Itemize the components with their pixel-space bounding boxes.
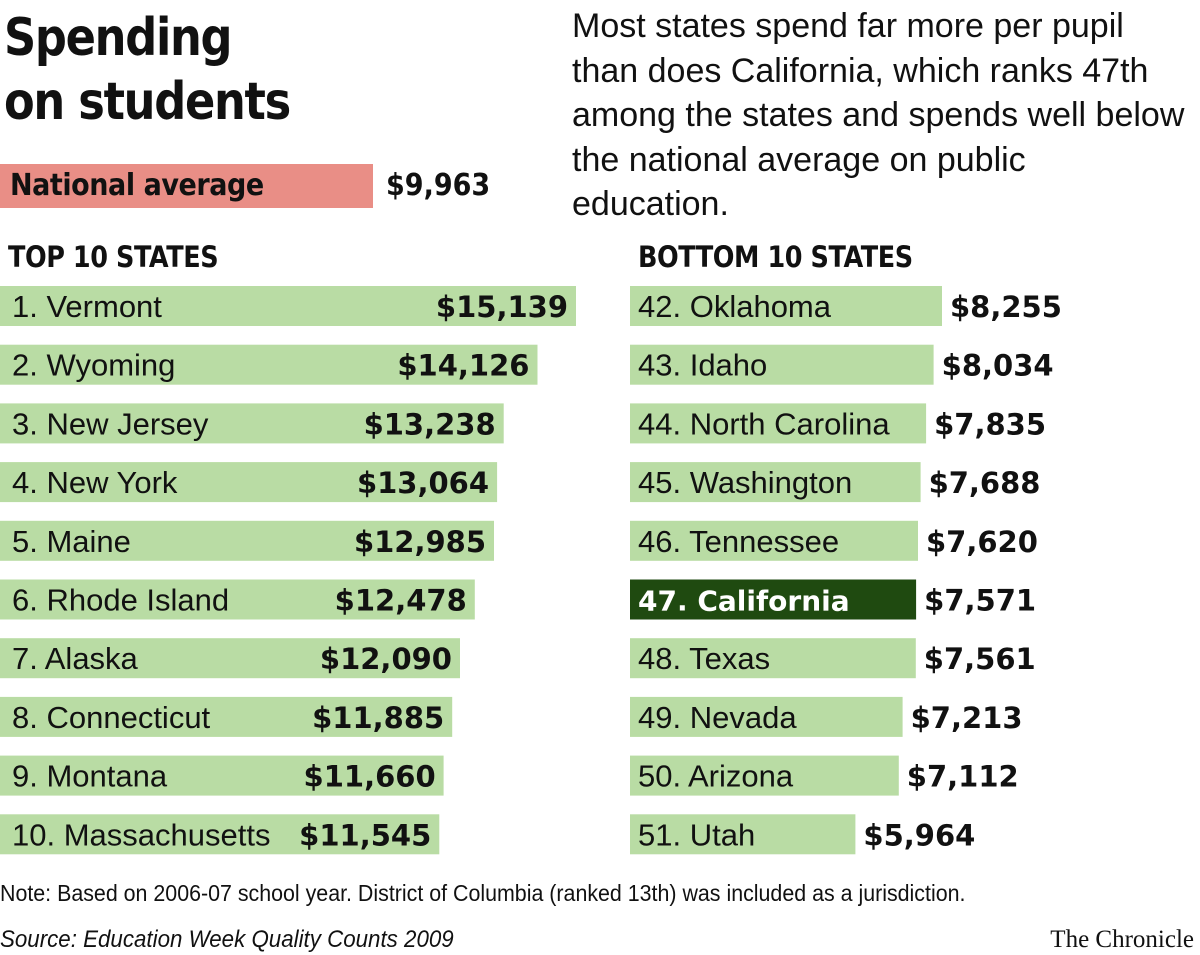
bar-value-label: $11,660: [304, 760, 436, 794]
bar-value-label: $7,688: [929, 466, 1041, 500]
bar-value-label: $12,478: [335, 584, 467, 618]
bar: [0, 520, 494, 561]
bar-value-label: $7,213: [911, 701, 1023, 735]
bottom-row-9: 50. Arizona $7,112: [630, 755, 1019, 796]
chart-title-line-2: on students: [4, 72, 291, 132]
bar-label: 4. New York: [12, 465, 178, 500]
top-states-heading: TOP 10 STATES: [8, 240, 219, 274]
bar-value-label: $15,139: [436, 290, 568, 324]
chart-title-line-1: Spending: [4, 8, 233, 68]
bar-label: 9. Montana: [12, 759, 168, 794]
highlighted-bar: [630, 579, 917, 620]
credit-line: The Chronicle: [1050, 926, 1194, 953]
top-row-2: 2. Wyoming $14,126: [0, 344, 538, 385]
bar: [630, 286, 942, 326]
bar: [0, 344, 538, 385]
bottom-row-7: 48. Texas $7,561: [630, 638, 1036, 679]
top-row-7: 7. Alaska $12,090: [0, 638, 460, 679]
bottom-row-4: 45. Washington $7,688: [630, 462, 1041, 503]
bar-label: 48. Texas: [638, 641, 770, 676]
bar-label: 8. Connecticut: [12, 700, 211, 735]
bar: [0, 403, 504, 444]
top-row-4: 4. New York $13,064: [0, 462, 498, 503]
bar-value-label: $11,885: [312, 701, 444, 735]
bar: [0, 286, 576, 326]
bar-label: 46. Tennessee: [638, 524, 839, 559]
bar-value-label: $12,985: [354, 525, 486, 559]
bar-label: 3. New Jersey: [12, 406, 209, 441]
bar: [630, 638, 916, 679]
national-average-label: National average: [10, 168, 264, 203]
bar-value-label: $7,112: [907, 760, 1019, 794]
bottom-row-3: 44. North Carolina $7,835: [630, 403, 1046, 444]
bar: [0, 579, 475, 620]
top-row-9: 9. Montana $11,660: [0, 755, 444, 796]
bar-label: 6. Rhode Island: [12, 583, 229, 618]
bar-value-label: $13,064: [357, 466, 489, 500]
bottom-row-8: 49. Nevada $7,213: [630, 696, 1023, 737]
bar-value-label: $8,034: [942, 349, 1054, 383]
bottom-row-6: 47. California $7,571: [630, 579, 1036, 620]
top-row-3: 3. New Jersey $13,238: [0, 403, 504, 444]
top-row-8: 8. Connecticut $11,885: [0, 696, 453, 737]
bar: [0, 814, 440, 855]
bar: [630, 520, 918, 561]
national-average-bar: [0, 164, 373, 208]
bar-value-label: $13,238: [364, 407, 496, 441]
bar-label: 5. Maine: [12, 524, 131, 559]
top-row-1: 1. Vermont $15,139: [0, 286, 576, 326]
chart-description: Most states spend far more per pupil tha…: [572, 7, 1185, 223]
bar: [630, 344, 934, 385]
top-row-5: 5. Maine $12,985: [0, 520, 494, 561]
footnote: Note: Based on 2006-07 school year. Dist…: [0, 880, 966, 906]
bar-label: 47. California: [638, 585, 850, 618]
bar: [0, 696, 453, 737]
bar-label: 10. Massachusetts: [12, 817, 270, 852]
bar-label: 44. North Carolina: [638, 406, 890, 441]
bar-label: 1. Vermont: [12, 289, 162, 324]
bar-value-label: $7,835: [934, 407, 1046, 441]
bar-value-label: $7,620: [926, 525, 1038, 559]
bottom-row-10: 51. Utah $5,964: [630, 814, 975, 855]
bar-label: 45. Washington: [638, 465, 852, 500]
bar-label: 2. Wyoming: [12, 348, 175, 383]
bar-value-label: $7,571: [924, 584, 1036, 618]
bar-value-label: $5,964: [863, 818, 975, 852]
bar-value-label: $12,090: [320, 642, 452, 676]
bar: [0, 755, 444, 796]
bar-label: 42. Oklahoma: [638, 289, 832, 324]
bar-label: 43. Idaho: [638, 348, 767, 383]
bar: [0, 638, 460, 679]
bottom-row-5: 46. Tennessee $7,620: [630, 520, 1038, 561]
bottom-row-2: 43. Idaho $8,034: [630, 344, 1054, 385]
national-average-value: $9,963: [386, 168, 491, 203]
bar-label: 49. Nevada: [638, 700, 797, 735]
top-row-6: 6. Rhode Island $12,478: [0, 579, 475, 620]
bar-label: 7. Alaska: [12, 641, 139, 676]
bar: [0, 462, 498, 503]
bar-value-label: $11,545: [299, 818, 431, 852]
chart-title: Spending on students: [4, 6, 291, 134]
bar: [630, 814, 856, 855]
bar-value-label: $14,126: [397, 349, 529, 383]
source-line: Source: Education Week Quality Counts 20…: [0, 926, 454, 953]
bar-value-label: $8,255: [950, 290, 1062, 324]
bar-chart: 1. Vermont $15,139 2. Wyoming $14,126 3. New…: [0, 286, 1062, 855]
bar-label: 50. Arizona: [638, 759, 794, 794]
national-average-row: National average $9,963: [0, 164, 560, 208]
top-row-10: 10. Massachusetts $11,545: [0, 814, 440, 855]
bar-value-label: $7,561: [924, 642, 1036, 676]
bar: [630, 462, 921, 503]
bottom-row-1: 42. Oklahoma $8,255: [630, 286, 1062, 326]
bar-label: 51. Utah: [638, 817, 755, 852]
bar: [630, 696, 903, 737]
bar: [630, 755, 899, 796]
bar: [630, 403, 927, 444]
bottom-states-heading: BOTTOM 10 STATES: [638, 240, 913, 274]
